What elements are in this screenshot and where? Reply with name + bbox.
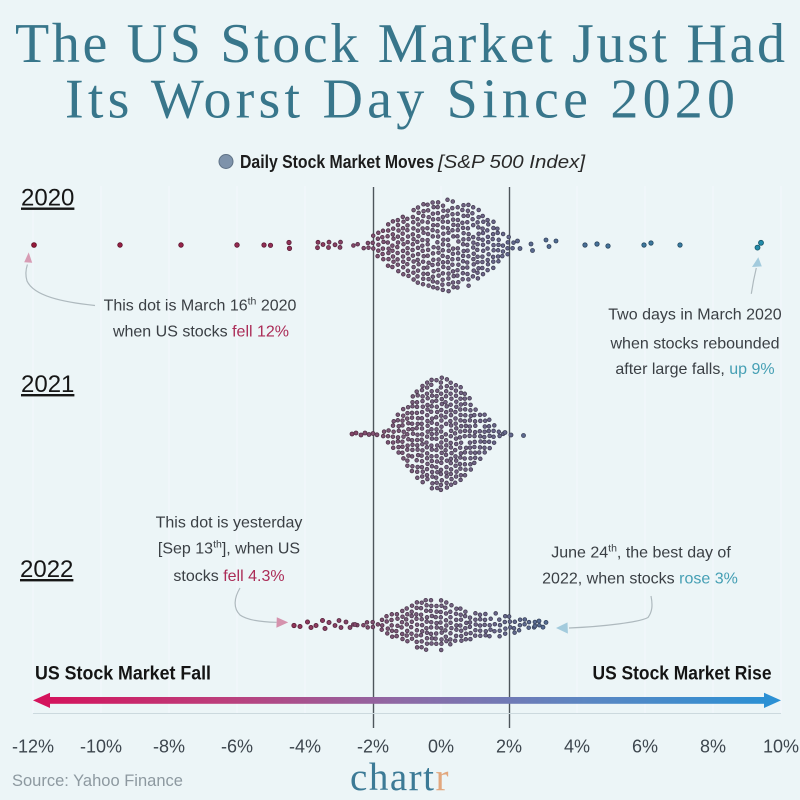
svg-text:0%: 0% bbox=[428, 737, 454, 757]
svg-text:when US stocks fell 12%: when US stocks fell 12% bbox=[112, 324, 289, 341]
svg-text:when stocks rebounded: when stocks rebounded bbox=[610, 336, 780, 353]
svg-text:US Stock Market Fall: US Stock Market Fall bbox=[35, 663, 211, 685]
svg-text:8%: 8% bbox=[700, 737, 726, 757]
svg-text:2022, when stocks rose 3%: 2022, when stocks rose 3% bbox=[542, 571, 738, 588]
svg-text:chartr: chartr bbox=[350, 756, 450, 799]
svg-text:This dot is March 16th 2020: This dot is March 16th 2020 bbox=[104, 296, 297, 315]
svg-text:This dot is yesterday: This dot is yesterday bbox=[156, 515, 303, 532]
svg-text:-6%: -6% bbox=[221, 737, 253, 757]
svg-text:6%: 6% bbox=[632, 737, 658, 757]
svg-text:after large falls, up 9%: after large falls, up 9% bbox=[615, 361, 774, 378]
svg-text:-10%: -10% bbox=[80, 737, 122, 757]
svg-text:-12%: -12% bbox=[12, 737, 54, 757]
svg-text:[S&P 500 Index]: [S&P 500 Index] bbox=[437, 152, 586, 172]
svg-text:4%: 4% bbox=[564, 737, 590, 757]
svg-text:-8%: -8% bbox=[153, 737, 185, 757]
svg-text:10%: 10% bbox=[763, 737, 799, 757]
svg-text:-4%: -4% bbox=[289, 737, 321, 757]
svg-text:The US Stock Market Just Had: The US Stock Market Just Had bbox=[15, 13, 785, 75]
svg-text:Two days in March 2020: Two days in March 2020 bbox=[608, 307, 782, 324]
svg-text:2%: 2% bbox=[496, 737, 522, 757]
svg-text:US Stock Market Rise: US Stock Market Rise bbox=[593, 663, 772, 685]
svg-text:June 24th, the best day of: June 24th, the best day of bbox=[551, 543, 731, 562]
svg-text:Its Worst Day Since 2020: Its Worst Day Since 2020 bbox=[65, 69, 735, 131]
svg-text:Source: Yahoo Finance: Source: Yahoo Finance bbox=[12, 772, 183, 790]
svg-text:-2%: -2% bbox=[357, 737, 389, 757]
svg-text:2020: 2020 bbox=[21, 185, 74, 212]
svg-text:2022: 2022 bbox=[20, 556, 73, 583]
svg-text:Daily Stock Market Moves: Daily Stock Market Moves bbox=[240, 152, 434, 172]
svg-text:2021: 2021 bbox=[21, 371, 74, 398]
svg-text:[Sep 13th], when US: [Sep 13th], when US bbox=[158, 539, 300, 558]
svg-text:stocks fell 4.3%: stocks fell 4.3% bbox=[173, 568, 284, 585]
